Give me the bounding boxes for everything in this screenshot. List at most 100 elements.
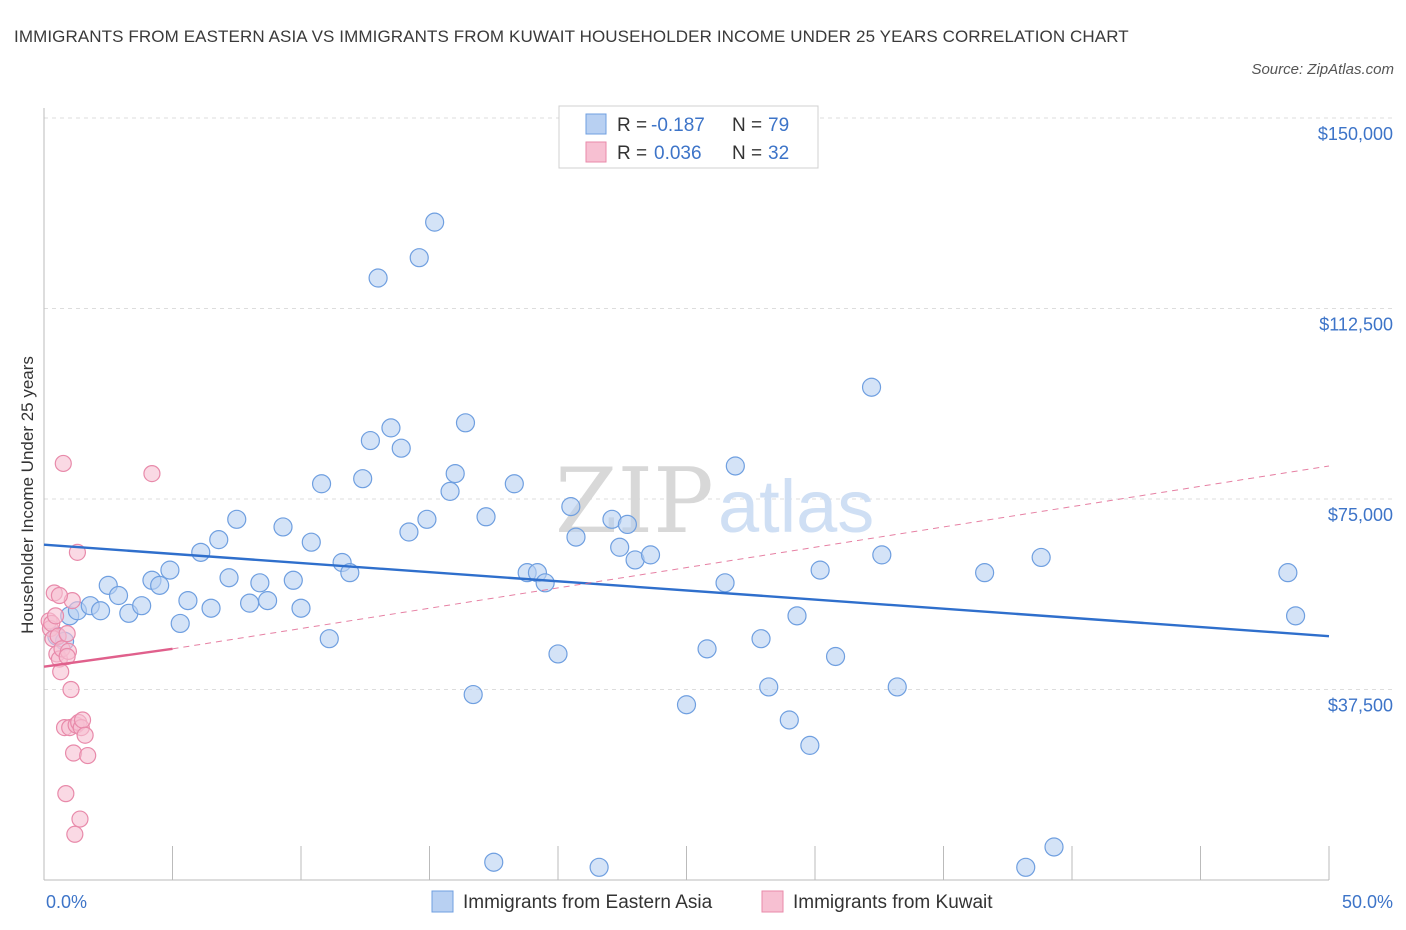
scatter-point bbox=[484, 852, 504, 872]
scatter-point bbox=[62, 680, 80, 699]
scatter-point bbox=[311, 474, 332, 494]
scatter-point bbox=[676, 695, 697, 715]
scatter-point bbox=[440, 481, 460, 501]
scatter-point bbox=[108, 585, 129, 606]
scatter-point bbox=[90, 601, 111, 621]
scatter-point bbox=[800, 735, 820, 755]
scatter-point bbox=[861, 377, 882, 397]
chart-title: IMMIGRANTS FROM EASTERN ASIA VS IMMIGRAN… bbox=[14, 27, 1129, 46]
legend-swatch-pink bbox=[585, 141, 607, 163]
scatter-point bbox=[445, 464, 465, 484]
scatter-point bbox=[219, 568, 239, 588]
scatter-point bbox=[368, 268, 388, 288]
legend-n-label: N = bbox=[732, 115, 762, 136]
scatter-point bbox=[291, 598, 311, 618]
trend-lines bbox=[43, 465, 1330, 668]
scatter-point bbox=[725, 456, 745, 476]
bottom-legend-label-blue: Immigrants from Eastern Asia bbox=[463, 892, 713, 913]
y-tick-label: $75,000 bbox=[1328, 505, 1393, 525]
scatter-point bbox=[201, 598, 221, 618]
scatter-point bbox=[240, 593, 260, 613]
scatter-point bbox=[250, 573, 270, 593]
scatter-point bbox=[178, 590, 198, 611]
scatter-point bbox=[409, 248, 429, 268]
scatter-point bbox=[640, 545, 661, 565]
scatter-point bbox=[715, 573, 735, 593]
scatter-point bbox=[360, 430, 380, 451]
bottom-legend-swatch-blue bbox=[431, 890, 454, 913]
scatter-point bbox=[589, 857, 609, 877]
scatter-point bbox=[1016, 857, 1036, 877]
scatter-point bbox=[535, 573, 555, 593]
legend-swatch-blue bbox=[585, 113, 607, 135]
scatter-point bbox=[301, 532, 321, 552]
scatter-point bbox=[825, 646, 846, 667]
scatter-point bbox=[759, 677, 779, 697]
scatter-point bbox=[1285, 606, 1306, 626]
scatter-point bbox=[391, 438, 411, 458]
watermark: ZIP atlas bbox=[555, 449, 874, 554]
scatter-point bbox=[566, 527, 586, 547]
trend-line bbox=[43, 543, 1330, 638]
y-tick-labels: $37,500 $75,000 $112,500 $150,000 bbox=[1318, 124, 1393, 716]
chart-source: Source: ZipAtlas.com bbox=[1251, 61, 1394, 78]
y-tick-label: $112,500 bbox=[1319, 315, 1393, 335]
scatter-point bbox=[610, 537, 630, 557]
scatter-point bbox=[697, 639, 717, 659]
y-tick-label: $150,000 bbox=[1318, 124, 1393, 144]
scatter-point bbox=[257, 590, 278, 611]
scatter-point bbox=[463, 684, 483, 705]
legend-n-value: 79 bbox=[768, 115, 789, 136]
scatter-point bbox=[66, 825, 84, 843]
scatter-point bbox=[1044, 837, 1064, 857]
scatter-point bbox=[887, 677, 907, 697]
scatter-point bbox=[76, 726, 94, 744]
scatter-point bbox=[58, 625, 76, 643]
scatter-point bbox=[50, 586, 69, 605]
scatter-point bbox=[399, 522, 419, 542]
scatter-point bbox=[548, 644, 568, 664]
scatter-point bbox=[71, 810, 89, 828]
legend-n-value: 32 bbox=[768, 143, 789, 164]
scatter-point bbox=[170, 613, 190, 634]
gridlines bbox=[44, 117, 1392, 690]
scatter-point bbox=[417, 509, 437, 529]
scatter-point bbox=[46, 607, 65, 625]
trend-line-extension bbox=[172, 465, 1330, 650]
bottom-legend: Immigrants from Eastern Asia Immigrants … bbox=[431, 890, 993, 913]
scatter-point bbox=[273, 517, 293, 537]
scatter-point bbox=[381, 418, 401, 438]
scatter-point bbox=[79, 746, 97, 765]
scatter-point bbox=[227, 509, 247, 529]
legend-r-label: R = bbox=[617, 115, 647, 136]
x-tick-label: 50.0% bbox=[1342, 892, 1393, 912]
data-points bbox=[40, 212, 1306, 877]
scatter-point bbox=[810, 560, 830, 580]
scatter-point bbox=[143, 465, 161, 483]
scatter-point bbox=[561, 497, 581, 517]
bottom-legend-label-pink: Immigrants from Kuwait bbox=[793, 892, 993, 913]
scatter-point bbox=[191, 542, 211, 562]
scatter-point bbox=[57, 785, 75, 803]
legend-r-value: 0.036 bbox=[654, 143, 702, 164]
watermark-atlas: atlas bbox=[718, 465, 874, 548]
legend: R = -0.187 N = 79 R = 0.036 N = 32 bbox=[558, 105, 819, 169]
scatter-point bbox=[132, 596, 152, 616]
scatter-point bbox=[64, 744, 83, 762]
scatter-point bbox=[319, 629, 339, 649]
scatter-point bbox=[1031, 547, 1051, 568]
scatter-point bbox=[872, 545, 892, 565]
scatter-point bbox=[209, 530, 229, 550]
x-tick-labels: 0.0% 50.0% bbox=[46, 892, 1393, 912]
scatter-point bbox=[283, 570, 303, 590]
trend-line bbox=[43, 647, 173, 668]
axes bbox=[43, 108, 1330, 881]
scatter-point bbox=[160, 560, 180, 580]
scatter-point bbox=[73, 711, 92, 729]
scatter-point bbox=[54, 454, 72, 473]
scatter-point bbox=[476, 507, 496, 527]
scatter-point bbox=[975, 563, 995, 583]
scatter-point bbox=[787, 606, 807, 626]
legend-n-label: N = bbox=[732, 143, 762, 164]
